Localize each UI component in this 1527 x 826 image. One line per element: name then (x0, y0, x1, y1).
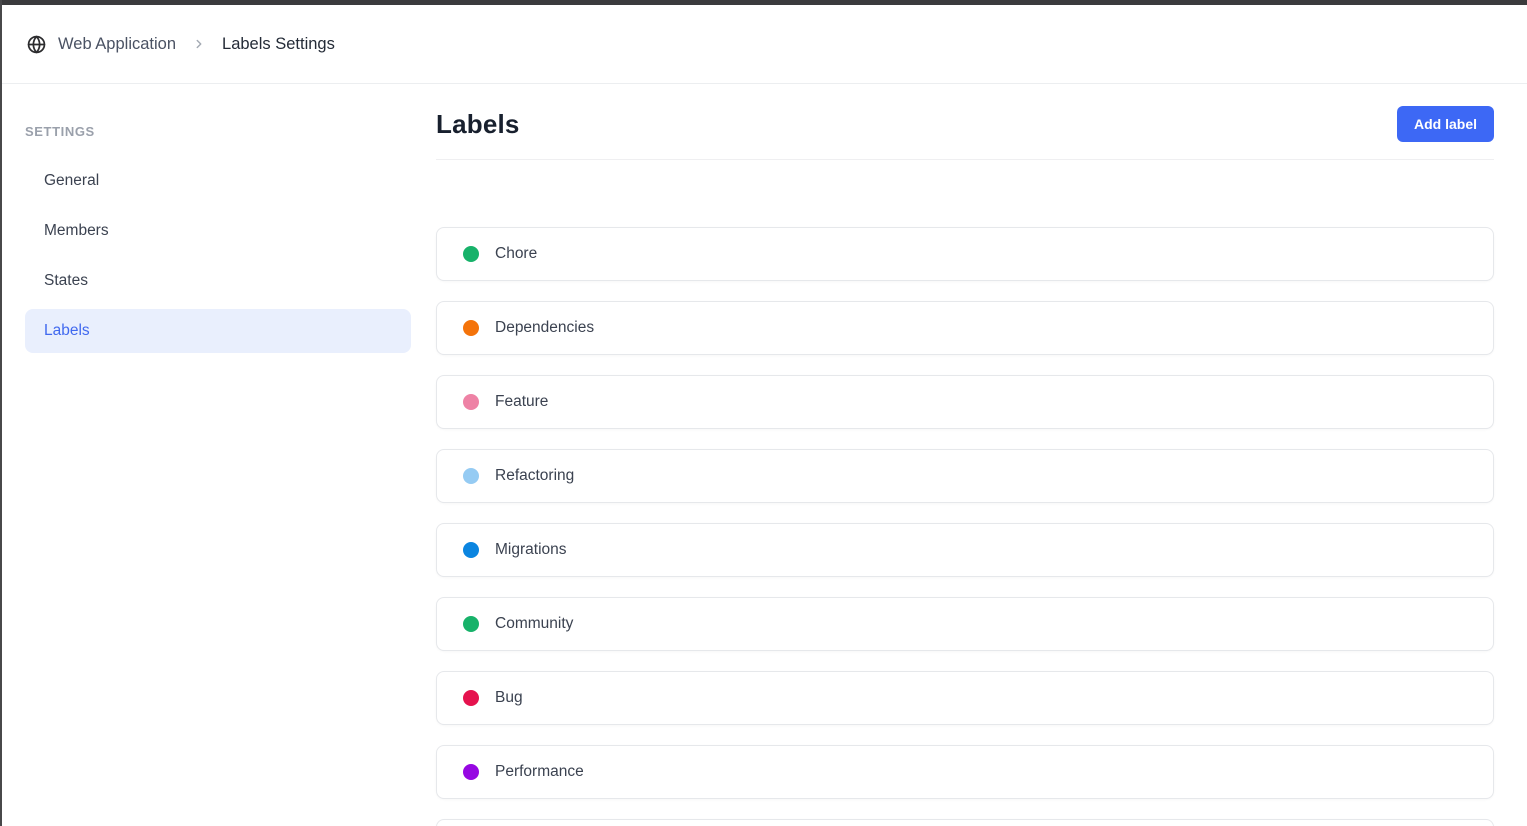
label-row-partial[interactable] (436, 819, 1494, 826)
sidebar-item-labels[interactable]: Labels (25, 309, 411, 353)
header-divider (436, 159, 1494, 160)
label-name: Migrations (495, 541, 567, 558)
sidebar-item-members[interactable]: Members (25, 209, 411, 253)
breadcrumb: Web Application Labels Settings (27, 35, 335, 54)
sidebar-item-label: General (44, 172, 100, 189)
app-header: Web Application Labels Settings (0, 0, 1527, 84)
label-list: Chore Dependencies Feature Refactoring M… (436, 227, 1494, 826)
label-color-dot (463, 320, 479, 336)
label-color-dot (463, 394, 479, 410)
sidebar-item-general[interactable]: General (25, 159, 411, 203)
labels-panel-header: Labels Add label (436, 106, 1494, 142)
label-row[interactable]: Bug (436, 671, 1494, 725)
label-row[interactable]: Dependencies (436, 301, 1494, 355)
settings-sidebar: SETTINGS General Members States Labels (0, 84, 411, 825)
content-area: SETTINGS General Members States Labels L… (0, 84, 1527, 826)
globe-icon (27, 35, 46, 54)
label-row[interactable]: Chore (436, 227, 1494, 281)
label-name: Refactoring (495, 467, 575, 484)
label-row[interactable]: Refactoring (436, 449, 1494, 503)
sidebar-item-label: Members (44, 222, 109, 239)
sidebar-item-states[interactable]: States (25, 259, 411, 303)
breadcrumb-page: Labels Settings (222, 34, 335, 53)
window-frame-left (0, 0, 2, 826)
sidebar-nav: General Members States Labels (0, 159, 411, 353)
label-row[interactable]: Migrations (436, 523, 1494, 577)
window-frame-top (0, 0, 1527, 5)
sidebar-section-title: SETTINGS (25, 124, 95, 139)
label-color-dot (463, 246, 479, 262)
label-row[interactable]: Community (436, 597, 1494, 651)
chevron-right-icon (192, 37, 206, 51)
label-name: Bug (495, 689, 523, 706)
sidebar-item-label: States (44, 272, 88, 289)
sidebar-item-label: Labels (44, 322, 90, 339)
labels-settings-panel: Labels Add label Chore Dependencies Feat… (411, 84, 1527, 826)
label-color-dot (463, 542, 479, 558)
add-label-button[interactable]: Add label (1396, 106, 1494, 142)
label-color-dot (463, 616, 479, 632)
page-title: Labels (436, 108, 520, 139)
label-name: Performance (495, 763, 584, 780)
label-name: Community (495, 615, 574, 632)
label-color-dot (463, 764, 479, 780)
label-row[interactable]: Performance (436, 745, 1494, 799)
label-color-dot (463, 468, 479, 484)
label-name: Feature (495, 393, 549, 410)
label-name: Dependencies (495, 319, 595, 336)
breadcrumb-project[interactable]: Web Application (58, 34, 177, 53)
label-color-dot (463, 690, 479, 706)
label-name: Chore (495, 245, 538, 262)
label-row[interactable]: Feature (436, 375, 1494, 429)
